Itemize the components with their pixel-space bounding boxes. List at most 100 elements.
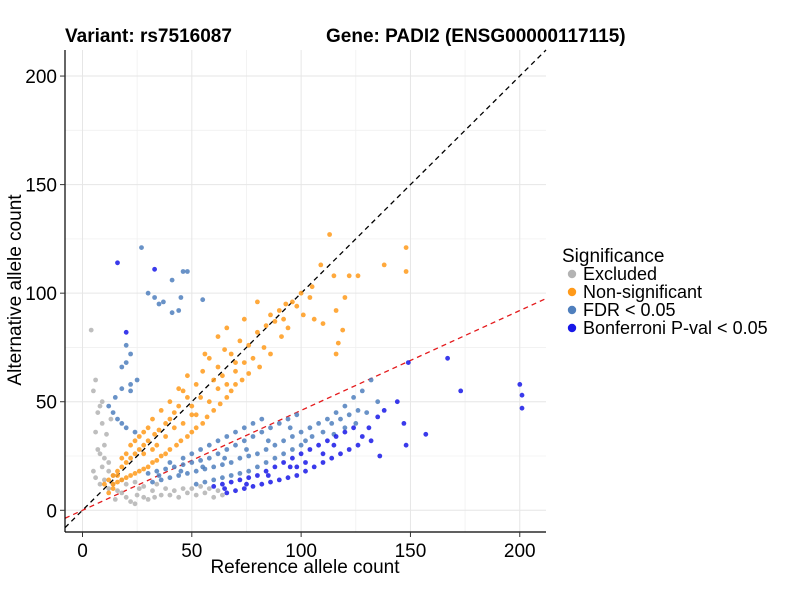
point-non-significant (206, 399, 212, 405)
point-non-significant (185, 434, 190, 439)
point-fdr-0-05 (119, 364, 125, 370)
point-non-significant (136, 468, 142, 474)
point-non-significant (239, 377, 245, 383)
point-non-significant (318, 262, 324, 268)
point-fdr-0-05 (237, 471, 243, 476)
point-excluded (154, 481, 160, 487)
point-excluded (106, 460, 112, 465)
point-fdr-0-05 (220, 462, 225, 468)
point-bonferroni-p-val-0-05 (346, 447, 352, 452)
point-non-significant (346, 273, 352, 279)
y-tick-label: 150 (25, 176, 57, 197)
point-non-significant (106, 477, 112, 483)
legend-key-fdr-0-05 (567, 305, 577, 315)
point-bonferroni-p-val-0-05 (517, 382, 523, 387)
point-bonferroni-p-val-0-05 (381, 408, 387, 413)
point-non-significant (150, 460, 155, 465)
point-fdr-0-05 (152, 295, 158, 300)
point-non-significant (255, 329, 260, 335)
point-non-significant (189, 412, 195, 418)
point-non-significant (298, 290, 304, 296)
point-fdr-0-05 (272, 455, 278, 461)
point-fdr-0-05 (156, 473, 162, 478)
point-fdr-0-05 (128, 382, 134, 387)
point-bonferroni-p-val-0-05 (519, 405, 525, 411)
point-non-significant (141, 442, 147, 448)
point-non-significant (237, 338, 243, 344)
series-non-significant (102, 232, 409, 496)
point-fdr-0-05 (189, 460, 195, 465)
point-excluded (145, 497, 151, 502)
point-bonferroni-p-val-0-05 (359, 434, 365, 439)
point-bonferroni-p-val-0-05 (115, 260, 120, 266)
point-non-significant (193, 382, 199, 387)
point-non-significant (215, 334, 221, 339)
point-non-significant (215, 364, 221, 370)
point-excluded (141, 494, 147, 500)
point-fdr-0-05 (150, 479, 155, 485)
point-fdr-0-05 (241, 438, 247, 444)
point-non-significant (145, 438, 151, 444)
point-fdr-0-05 (255, 451, 260, 457)
point-bonferroni-p-val-0-05 (265, 473, 271, 478)
point-fdr-0-05 (325, 416, 330, 422)
point-fdr-0-05 (200, 464, 206, 470)
point-excluded (176, 494, 182, 500)
point-fdr-0-05 (123, 360, 129, 365)
point-non-significant (110, 486, 116, 491)
point-bonferroni-p-val-0-05 (366, 425, 372, 431)
point-fdr-0-05 (206, 455, 212, 461)
point-fdr-0-05 (250, 421, 256, 426)
point-excluded (112, 497, 118, 502)
point-non-significant (193, 412, 199, 418)
legend-key-bonferroni-p-val-0-05 (567, 323, 577, 333)
point-fdr-0-05 (281, 451, 286, 457)
point-non-significant (178, 438, 184, 444)
x-tick-label: 100 (285, 541, 317, 562)
point-non-significant (263, 323, 269, 329)
point-excluded (88, 327, 94, 333)
point-non-significant (174, 442, 179, 448)
point-non-significant (206, 355, 212, 361)
point-excluded (99, 399, 105, 405)
point-non-significant (261, 345, 267, 350)
point-excluded (189, 486, 195, 491)
point-non-significant (115, 473, 120, 478)
point-bonferroni-p-val-0-05 (303, 468, 308, 474)
point-fdr-0-05 (180, 462, 186, 468)
point-bonferroni-p-val-0-05 (325, 438, 330, 444)
point-non-significant (246, 371, 252, 376)
point-fdr-0-05 (215, 438, 221, 444)
point-fdr-0-05 (200, 297, 206, 303)
point-fdr-0-05 (178, 468, 184, 474)
point-non-significant (355, 273, 361, 279)
point-fdr-0-05 (303, 438, 308, 444)
point-bonferroni-p-val-0-05 (320, 451, 326, 457)
x-tick-label: 150 (395, 541, 427, 562)
point-fdr-0-05 (163, 466, 169, 472)
point-excluded (211, 494, 217, 500)
point-fdr-0-05 (161, 299, 166, 305)
point-fdr-0-05 (145, 290, 151, 296)
point-fdr-0-05 (119, 421, 125, 426)
point-bonferroni-p-val-0-05 (268, 479, 273, 485)
point-fdr-0-05 (246, 453, 252, 459)
point-non-significant (202, 351, 208, 357)
point-fdr-0-05 (265, 438, 271, 444)
point-non-significant (110, 473, 116, 478)
point-non-significant (115, 479, 120, 485)
point-non-significant (193, 425, 199, 431)
point-bonferroni-p-val-0-05 (263, 468, 269, 474)
point-bonferroni-p-val-0-05 (294, 473, 300, 478)
point-non-significant (285, 325, 291, 331)
point-fdr-0-05 (134, 377, 140, 383)
point-fdr-0-05 (368, 377, 374, 383)
point-non-significant (163, 421, 169, 426)
point-non-significant (136, 434, 142, 439)
point-non-significant (171, 410, 177, 415)
legend-key-excluded (567, 269, 577, 279)
point-fdr-0-05 (259, 429, 265, 435)
point-non-significant (141, 429, 147, 435)
point-bonferroni-p-val-0-05 (331, 442, 337, 448)
